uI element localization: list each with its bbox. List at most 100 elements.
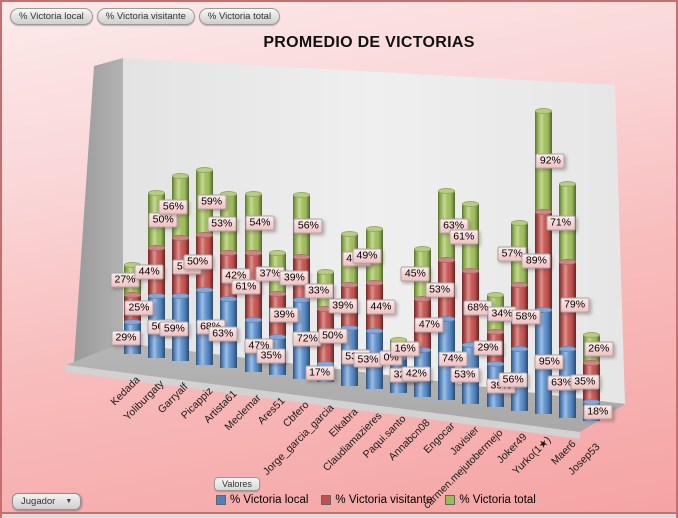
cylinder-cap xyxy=(559,258,577,265)
bar-segment-2 xyxy=(171,176,189,238)
window-edge xyxy=(2,512,676,518)
filter-button-victoria-total[interactable]: % Victoria total xyxy=(198,8,281,25)
cylinder-cap xyxy=(147,189,165,196)
legend-label-visitante: % Victoria visitante xyxy=(335,494,433,506)
cylinder-cap xyxy=(413,246,431,253)
bar-segment-2 xyxy=(583,334,601,364)
legend-item-visitante: % Victoria visitante xyxy=(321,494,432,506)
cylinder-cap xyxy=(268,333,286,340)
cylinder-cap xyxy=(196,286,214,293)
bar-segment-2 xyxy=(196,169,214,235)
cylinder-cap xyxy=(292,296,310,303)
cylinder-cap xyxy=(462,267,480,274)
cylinder-cap xyxy=(486,292,504,299)
cylinder-cap xyxy=(220,249,238,256)
cylinder-cap xyxy=(171,293,189,300)
bar-segment-2 xyxy=(438,191,456,261)
bar-segment-1 xyxy=(317,308,335,364)
filter-button-victoria-local[interactable]: % Victoria local xyxy=(10,8,93,25)
bar-segment-0 xyxy=(462,345,480,404)
cylinder-cap xyxy=(534,208,552,215)
values-field-button[interactable]: Valores xyxy=(214,477,260,491)
cylinder-cap xyxy=(438,188,456,195)
bar-segment-2 xyxy=(268,253,286,294)
bar-segment-2 xyxy=(244,193,262,253)
bar-segment-2 xyxy=(413,249,431,299)
bar-segment-1 xyxy=(268,293,286,337)
cylinder-cap xyxy=(147,292,165,299)
cylinder-cap xyxy=(244,190,262,197)
jugador-field-dropdown[interactable]: Jugador ▼ xyxy=(12,493,82,510)
cylinder-cap xyxy=(196,166,214,173)
cylinder-cap xyxy=(147,244,165,251)
cylinder-cap xyxy=(292,253,310,260)
cylinder-cap xyxy=(534,107,552,114)
cylinder-cap xyxy=(317,269,335,276)
filter-button-victoria-visitante[interactable]: % Victoria visitante xyxy=(96,8,195,25)
chart-title: PROMEDIO DE VICTORIAS xyxy=(263,34,475,51)
bar-segment-0 xyxy=(365,331,383,390)
bar-segment-1 xyxy=(438,260,456,319)
bar-segment-1 xyxy=(486,332,504,365)
bar-segment-0 xyxy=(534,309,552,415)
bar-segment-1 xyxy=(292,256,310,300)
bar-segment-2 xyxy=(317,272,335,309)
cylinder-cap xyxy=(365,225,383,232)
bar-segment-1 xyxy=(196,234,214,290)
cylinder-cap xyxy=(583,331,601,338)
bar-segment-0 xyxy=(196,289,214,365)
legend-swatch-visitante-icon xyxy=(321,495,332,505)
cylinder-cap xyxy=(486,361,504,368)
cylinder-cap xyxy=(123,319,141,326)
bar-segment-0 xyxy=(268,336,286,376)
cylinder-cap xyxy=(510,346,528,353)
floor-front xyxy=(66,365,580,439)
bar-segment-1 xyxy=(365,282,383,332)
cylinder-cap xyxy=(510,219,528,226)
bar-segment-0 xyxy=(171,296,189,362)
cylinder-cap xyxy=(438,257,456,264)
bar-segment-1 xyxy=(462,270,480,346)
cylinder-cap xyxy=(534,306,552,313)
cylinder-cap xyxy=(583,398,601,405)
bar-segment-0 xyxy=(292,299,310,379)
cylinder-cap xyxy=(559,180,577,187)
bar-segment-0 xyxy=(413,350,431,397)
bar-segment-0 xyxy=(486,364,504,408)
filter-button-row: % Victoria local % Victoria visitante % … xyxy=(10,8,281,25)
cylinder-cap xyxy=(171,234,189,241)
cylinder-cap xyxy=(220,295,238,302)
cylinder-cap xyxy=(292,192,310,199)
cylinder-cap xyxy=(317,305,335,312)
bar-segment-1 xyxy=(534,211,552,310)
bar-segment-0 xyxy=(438,318,456,401)
cylinder-cap xyxy=(123,261,141,268)
bar-segment-1 xyxy=(220,252,238,299)
cylinder-cap xyxy=(365,279,383,286)
cylinder-cap xyxy=(171,173,189,180)
bar-segment-2 xyxy=(220,194,238,253)
cylinder-cap xyxy=(268,290,286,297)
cylinder-cap xyxy=(196,231,214,238)
cylinder-cap xyxy=(244,317,262,324)
cylinder-cap xyxy=(462,200,480,207)
bar-segment-0 xyxy=(147,295,165,358)
bar-segment-1 xyxy=(244,252,262,321)
dropdown-arrow-icon: ▼ xyxy=(65,498,73,505)
jugador-field-label: Jugador xyxy=(21,496,56,507)
bar-segment-2 xyxy=(292,195,310,257)
legend: % Victoria local % Victoria visitante % … xyxy=(216,494,536,506)
cylinder-cap xyxy=(244,249,262,256)
bar-segment-2 xyxy=(365,228,383,283)
bar-segment-1 xyxy=(583,363,601,402)
bar-segment-1 xyxy=(171,237,189,297)
legend-swatch-total-icon xyxy=(445,495,456,505)
bar-segment-2 xyxy=(462,203,480,271)
cylinder-cap xyxy=(510,282,528,289)
legend-swatch-local-icon xyxy=(216,495,226,505)
cylinder-cap xyxy=(123,291,141,298)
cylinder-cap xyxy=(341,324,359,331)
cylinder-cap xyxy=(268,250,286,257)
